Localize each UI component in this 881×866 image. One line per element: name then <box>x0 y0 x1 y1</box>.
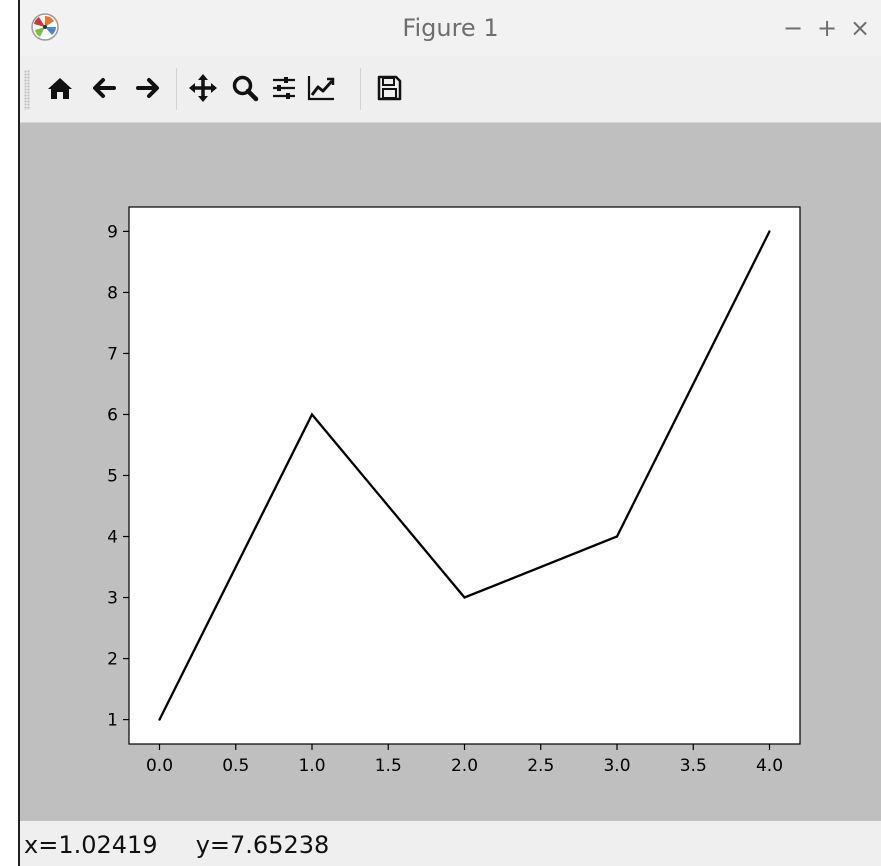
forward-button[interactable] <box>131 70 165 106</box>
status-bar: x=1.02419 y=7.65238 <box>20 821 881 866</box>
matplotlib-logo-icon <box>31 13 59 41</box>
back-button[interactable] <box>87 70 121 106</box>
data-point <box>158 718 161 721</box>
line-chart-icon <box>307 76 335 101</box>
save-button[interactable] <box>372 70 406 106</box>
figure-window: Figure 1 − + × <box>18 0 881 866</box>
x-tick-label: 3.0 <box>603 756 630 776</box>
y-tick-label: 6 <box>107 405 118 425</box>
cursor-x-readout: x=1.02419 <box>24 831 158 859</box>
toolbar-grip[interactable] <box>24 70 30 110</box>
navigation-toolbar <box>20 56 881 123</box>
data-point <box>463 596 466 599</box>
y-tick-label: 7 <box>107 344 118 364</box>
arrow-left-icon <box>93 78 116 98</box>
x-tick-label: 3.5 <box>680 756 707 776</box>
x-tick-label: 0.5 <box>222 756 249 776</box>
x-tick-label: 1.5 <box>375 756 402 776</box>
home-button[interactable] <box>43 70 77 106</box>
cursor-y-readout: y=7.65238 <box>195 831 330 859</box>
toolbar-separator <box>176 68 177 110</box>
data-point <box>615 535 619 538</box>
pan-button[interactable] <box>186 70 220 106</box>
data-point <box>310 413 314 416</box>
x-tick-label: 1.0 <box>298 756 325 776</box>
line-chart: 0.0 0.5 1.0 1.5 2.0 2.5 3.0 3.5 4.0 1 2 3 4 5 6 7 8 9 <box>107 206 801 776</box>
plot-area <box>128 206 801 745</box>
y-tick-label: 4 <box>107 528 118 548</box>
title-bar[interactable]: Figure 1 − + × <box>20 0 881 56</box>
y-tick-label: 9 <box>107 222 118 242</box>
window-title: Figure 1 <box>402 14 499 42</box>
y-tick-label: 1 <box>107 711 118 731</box>
floppy-disk-icon <box>377 75 402 101</box>
arrow-right-icon <box>136 78 159 98</box>
y-tick-label: 5 <box>107 467 118 487</box>
minimize-button[interactable]: − <box>782 14 804 42</box>
magnifier-icon <box>232 75 259 102</box>
close-button[interactable]: × <box>849 14 871 42</box>
x-tick-label: 2.0 <box>451 756 478 776</box>
y-tick-label: 8 <box>107 283 118 303</box>
zoom-button[interactable] <box>228 70 262 106</box>
edit-axes-button[interactable] <box>304 70 338 106</box>
data-point <box>768 230 771 233</box>
configure-subplots-button[interactable] <box>267 70 301 106</box>
toolbar-separator <box>360 68 361 110</box>
sliders-icon <box>273 77 295 99</box>
cursor-coordinates: x=1.02419 y=7.65238 <box>24 831 329 859</box>
y-tick-label: 3 <box>107 589 118 609</box>
x-tick-label: 2.5 <box>527 756 554 776</box>
figure-canvas[interactable]: 0.0 0.5 1.0 1.5 2.0 2.5 3.0 3.5 4.0 1 2 3 4 5 6 7 8 9 <box>20 123 881 821</box>
home-icon <box>48 78 72 99</box>
x-tick-label: 4.0 <box>756 756 783 776</box>
move-icon <box>189 74 217 102</box>
y-tick-label: 2 <box>107 650 118 670</box>
x-tick-label: 0.0 <box>146 756 173 776</box>
maximize-button[interactable]: + <box>816 14 838 42</box>
